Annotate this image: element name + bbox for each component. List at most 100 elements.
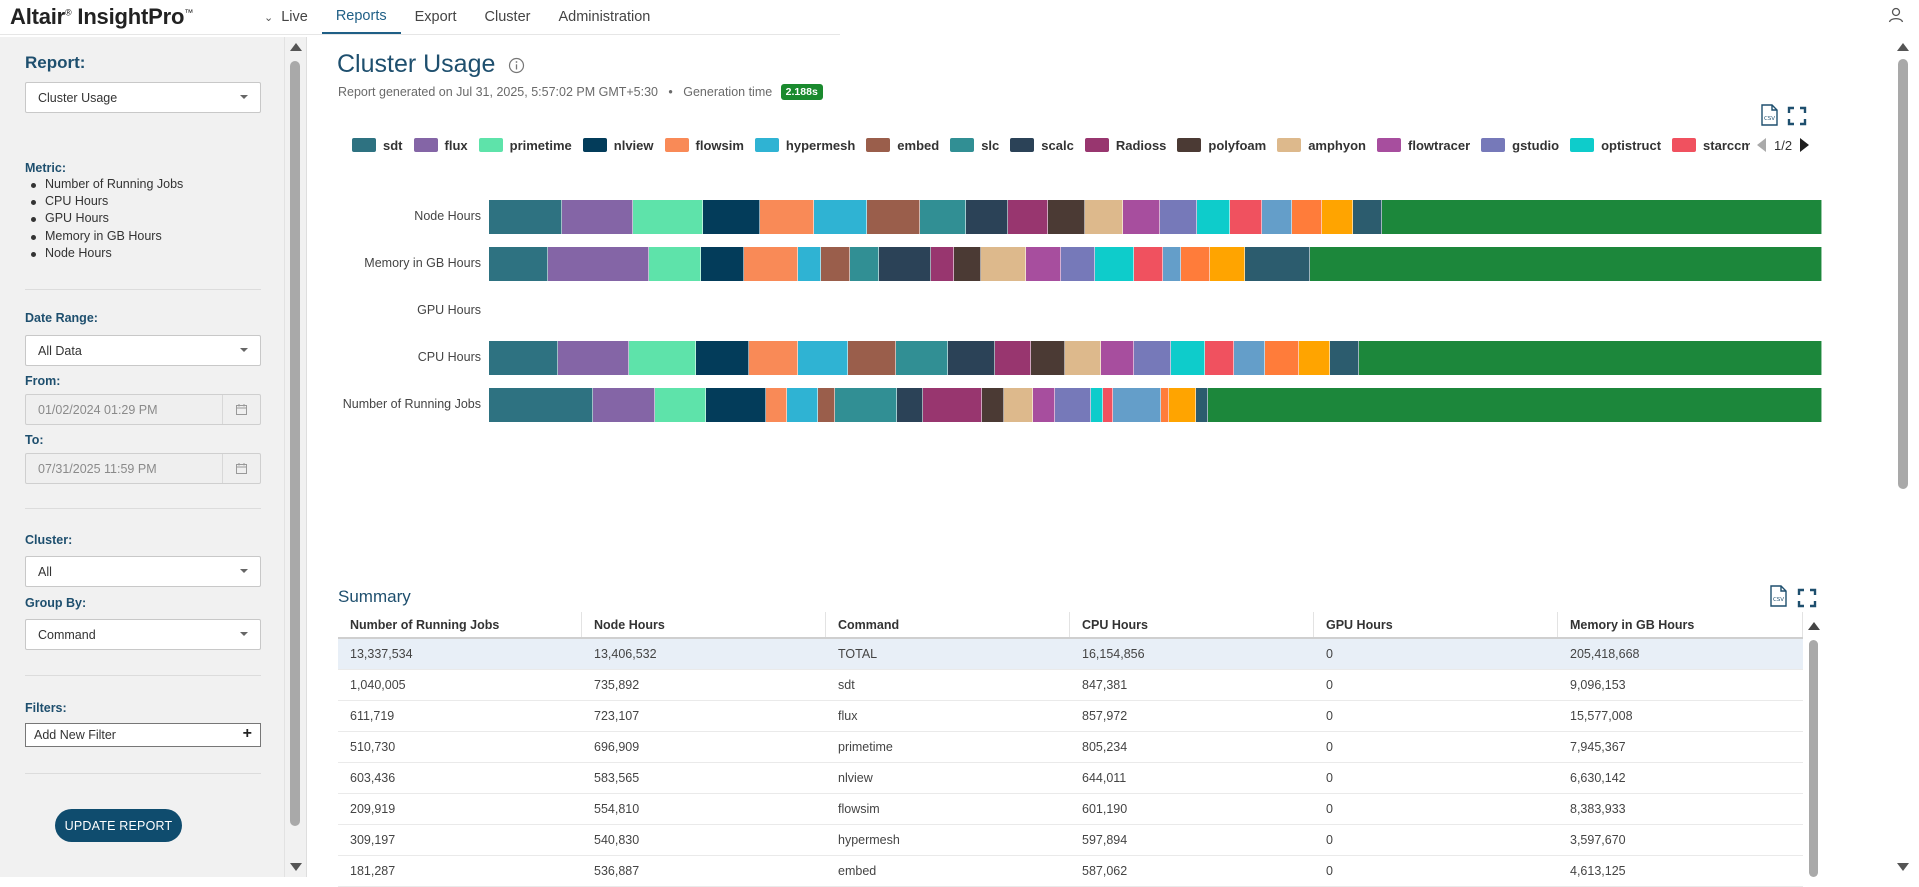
bar-segment[interactable] (632, 200, 703, 234)
fullscreen-icon[interactable] (1787, 105, 1807, 127)
bar-segment[interactable] (896, 388, 924, 422)
nav-reports[interactable]: Reports (321, 0, 401, 34)
nav-export[interactable]: Export (414, 9, 457, 25)
bar-segment[interactable] (1197, 200, 1231, 234)
bar-segment[interactable] (982, 388, 1004, 422)
bar-segment[interactable] (1329, 341, 1360, 375)
column-header[interactable]: Number of Running Jobs (338, 612, 582, 637)
scrollbar-thumb[interactable] (1809, 640, 1818, 877)
bar-segment[interactable] (1309, 247, 1822, 281)
scrollbar-thumb[interactable] (290, 61, 300, 826)
bar-segment[interactable] (558, 341, 629, 375)
legend-item[interactable]: amphyon (1277, 138, 1366, 153)
table-row-total[interactable]: 13,337,534 13,406,532 TOTAL 16,154,856 0 205,… (338, 639, 1803, 670)
bar-segment[interactable] (547, 247, 649, 281)
bar-segment[interactable] (1113, 388, 1162, 422)
scroll-up-icon[interactable] (290, 43, 302, 51)
column-header[interactable]: GPU Hours (1314, 612, 1558, 637)
bar-segment[interactable] (813, 200, 867, 234)
bar-segment[interactable] (703, 200, 760, 234)
table-row[interactable]: 603,436 583,565 nlview 644,011 0 6,630,142 (338, 763, 1803, 794)
bar-segment[interactable] (850, 247, 880, 281)
fullscreen-icon[interactable] (1797, 587, 1817, 609)
to-date-field[interactable]: 07/31/2025 11:59 PM (25, 453, 261, 484)
bar-segment[interactable] (1033, 388, 1055, 422)
add-filter-input[interactable]: Add New Filter + (25, 723, 261, 747)
table-row[interactable]: 611,719 723,107 flux 857,972 0 15,577,008 (338, 701, 1803, 732)
scroll-down-icon[interactable] (1897, 863, 1909, 871)
bar-segment[interactable] (931, 247, 955, 281)
bar-segment[interactable] (1244, 247, 1310, 281)
legend-item[interactable]: polyfoam (1177, 138, 1266, 153)
bar-segment[interactable] (1299, 341, 1330, 375)
table-row[interactable]: 181,287 536,887 embed 587,062 0 4,613,125 (338, 856, 1803, 887)
legend-item[interactable]: Radioss (1084, 138, 1166, 153)
bar-segment[interactable] (835, 388, 897, 422)
bar-segment[interactable] (965, 200, 1009, 234)
bar-segment[interactable] (919, 200, 966, 234)
bar-segment[interactable] (1090, 388, 1103, 422)
bar-segment[interactable] (489, 341, 559, 375)
legend-item[interactable]: flux (413, 138, 468, 153)
legend-item[interactable]: nlview (582, 138, 654, 153)
bar-segment[interactable] (1134, 247, 1164, 281)
bar-segment[interactable] (817, 388, 836, 422)
csv-export-icon[interactable]: CSV (1768, 585, 1788, 607)
legend-next-icon[interactable] (1800, 138, 1810, 152)
bar-segment[interactable] (1026, 247, 1061, 281)
bar-segment[interactable] (561, 200, 633, 234)
scroll-up-icon[interactable] (1808, 622, 1820, 630)
legend-item[interactable]: slc (950, 138, 999, 153)
bar-segment[interactable] (1095, 247, 1135, 281)
bar-segment[interactable] (1230, 200, 1262, 234)
bar-segment[interactable] (1134, 341, 1172, 375)
bar-segment[interactable] (1196, 388, 1209, 422)
bar-segment[interactable] (1180, 247, 1211, 281)
bar-segment[interactable] (700, 247, 744, 281)
bar-segment[interactable] (593, 388, 655, 422)
bar-segment[interactable] (1100, 341, 1135, 375)
legend-item[interactable]: starccm (1672, 138, 1750, 153)
bar-segment[interactable] (1008, 200, 1048, 234)
bar-segment[interactable] (954, 247, 981, 281)
cluster-select[interactable]: All (25, 556, 261, 587)
bar-segment[interactable] (1171, 341, 1205, 375)
bar-segment[interactable] (798, 341, 848, 375)
bar-segment[interactable] (1064, 341, 1101, 375)
info-icon[interactable] (508, 57, 525, 74)
bar-segment[interactable] (1047, 200, 1085, 234)
bar-segment[interactable] (489, 388, 594, 422)
csv-export-icon[interactable]: CSV (1759, 104, 1779, 126)
bar-segment[interactable] (1210, 247, 1245, 281)
legend-item[interactable]: sdt (352, 138, 403, 153)
bar-segment[interactable] (1261, 200, 1293, 234)
bar-segment[interactable] (1060, 247, 1096, 281)
bar-segment[interactable] (1084, 200, 1124, 234)
column-header[interactable]: Memory in GB Hours (1558, 612, 1803, 637)
app-logo[interactable]: Altair® InsightPro™ (10, 4, 193, 29)
column-header[interactable]: Command (826, 612, 1070, 637)
scroll-down-icon[interactable] (290, 863, 302, 871)
bar-segment[interactable] (489, 200, 562, 234)
from-date-field[interactable]: 01/02/2024 01:29 PM (25, 394, 261, 425)
nav-live[interactable]: ⌄ Live (264, 9, 308, 25)
user-icon[interactable] (1887, 6, 1905, 24)
legend-item[interactable]: flowsim (664, 138, 744, 153)
column-header[interactable]: CPU Hours (1070, 612, 1314, 637)
bar-segment[interactable] (980, 247, 1027, 281)
legend-item[interactable]: gstudio (1481, 138, 1559, 153)
bar-segment[interactable] (1161, 388, 1170, 422)
bar-segment[interactable] (1292, 200, 1323, 234)
update-report-button[interactable]: UPDATE REPORT (55, 809, 182, 842)
legend-item[interactable]: flowtracer (1377, 138, 1470, 153)
bar-segment[interactable] (1359, 341, 1822, 375)
bar-segment[interactable] (489, 247, 548, 281)
scroll-up-icon[interactable] (1897, 43, 1909, 51)
bar-segment[interactable] (648, 247, 701, 281)
bar-segment[interactable] (1322, 200, 1353, 234)
bar-segment[interactable] (748, 341, 799, 375)
bar-segment[interactable] (847, 341, 896, 375)
table-row[interactable]: 1,040,005 735,892 sdt 847,381 0 9,096,153 (338, 670, 1803, 701)
bar-segment[interactable] (820, 247, 851, 281)
table-row[interactable]: 309,197 540,830 hypermesh 597,894 0 3,597,670 (338, 825, 1803, 856)
